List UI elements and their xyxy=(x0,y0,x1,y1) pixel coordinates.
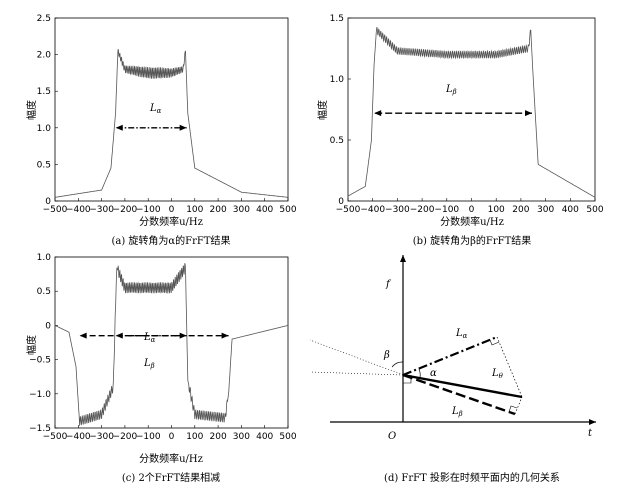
x-tick-label: 500 xyxy=(586,205,603,215)
y-ticks: −1.5 −1.0 −0.5 0 0.5 1.0 xyxy=(29,253,58,434)
annotation-l-alpha: Lα xyxy=(143,332,156,344)
x-ticks: −500−400−300−200−100 0 100 200 300 400 500 xyxy=(336,198,604,215)
x-tick-label: −500 xyxy=(43,432,68,442)
x-tick-label: −400 xyxy=(66,205,91,215)
y-ticks: 0 0.5 1.0 1.5 xyxy=(330,14,351,207)
panel-b: −500 −400 −300 −200 −100 0 100 200 300 400 500 0 0.… xyxy=(316,14,604,247)
x-tick-label: 200 xyxy=(210,432,227,442)
x-tick-label: 0 xyxy=(169,205,175,215)
x-tick-label: 500 xyxy=(279,432,296,442)
panel-a: −500−400−300−200−100 0 100 200 300 400 500 0 0.… xyxy=(25,14,297,247)
origin-label: O xyxy=(388,431,396,442)
panel-caption: (a) 旋转角为α的FrFT结果 xyxy=(111,234,230,247)
line-l-beta xyxy=(402,373,516,416)
x-tick-label: −100 xyxy=(434,205,459,215)
plot-frame xyxy=(54,17,289,202)
panel-d: f t O β α Lα Lθ Lβ (d) FrFT 投影在时频平面内的几何关… xyxy=(309,255,596,484)
x-tick-label: −100 xyxy=(136,432,161,442)
y-axis-label: 幅度 xyxy=(316,100,329,120)
series-line xyxy=(55,48,288,198)
x-tick-label: 400 xyxy=(562,205,579,215)
x-axis-label: 分数频率u/Hz xyxy=(139,452,203,465)
f-axis-label: f xyxy=(385,279,392,290)
x-tick-label: −300 xyxy=(385,205,410,215)
x-tick-label: 0 xyxy=(469,205,475,215)
y-tick-label: 0.5 xyxy=(37,160,51,170)
right-angle-mark xyxy=(489,339,500,346)
panel-caption: (c) 2个FrFT结果相减 xyxy=(122,471,220,484)
x-tick-label: 300 xyxy=(537,205,554,215)
y-axis-label: 幅度 xyxy=(25,335,38,355)
annotation-l-beta: Lβ xyxy=(445,84,457,96)
x-tick-label: 200 xyxy=(512,205,529,215)
x-tick-label: −500 xyxy=(336,205,361,215)
x-tick-label: −200 xyxy=(113,432,138,442)
x-tick-label: 300 xyxy=(233,205,250,215)
y-tick-label: −1.5 xyxy=(29,424,51,434)
x-tick-label: 100 xyxy=(186,205,203,215)
x-tick-label: 100 xyxy=(488,205,505,215)
x-tick-label: −100 xyxy=(136,205,161,215)
y-tick-label: 1.5 xyxy=(330,14,344,24)
panel-c: −500−400−300−200−100 0 100 200 300 400 500 −1.… xyxy=(25,253,297,484)
series-line xyxy=(54,263,289,426)
y-tick-label: 0.5 xyxy=(37,287,51,297)
y-tick-label: 0 xyxy=(338,197,344,207)
y-tick-label: 1.0 xyxy=(330,75,345,85)
y-axis-label: 幅度 xyxy=(25,100,38,120)
y-tick-label: 1.0 xyxy=(37,253,52,263)
x-tick-label: 200 xyxy=(210,205,227,215)
t-axis-label: t xyxy=(588,428,593,439)
dotted-extension-lower xyxy=(309,371,404,376)
angle-alpha-label: α xyxy=(430,368,437,379)
perp-beta xyxy=(514,396,523,415)
panel-caption: (d) FrFT 投影在时频平面内的几何关系 xyxy=(384,471,560,484)
x-tick-label: 0 xyxy=(169,432,175,442)
y-tick-label: 1.0 xyxy=(37,124,52,134)
annotation-l-alpha: Lα xyxy=(149,103,162,115)
line-l-alpha xyxy=(402,335,498,377)
x-tick-label: −200 xyxy=(410,205,435,215)
x-tick-label: −200 xyxy=(113,205,138,215)
panel-caption: (b) 旋转角为β的FrFT结果 xyxy=(413,234,532,247)
x-tick-label: −300 xyxy=(89,205,114,215)
x-tick-label: −300 xyxy=(89,432,114,442)
right-angle-mark xyxy=(403,375,412,384)
x-tick-label: 500 xyxy=(279,205,296,215)
y-tick-label: 0.5 xyxy=(330,136,344,146)
angle-beta-label: β xyxy=(383,350,390,361)
plot-frame xyxy=(347,17,596,202)
y-tick-label: 2.5 xyxy=(37,14,51,24)
y-tick-label: 2.0 xyxy=(37,51,52,61)
x-tick-label: 400 xyxy=(256,205,273,215)
y-tick-label: 0 xyxy=(45,321,51,331)
angle-arc-alpha xyxy=(418,368,421,379)
x-axis-label: 分数频率u/Hz xyxy=(440,215,504,228)
x-tick-label: −400 xyxy=(66,432,91,442)
line-l-theta xyxy=(402,373,523,399)
label-l-alpha: Lα xyxy=(455,328,468,340)
label-l-theta: Lθ xyxy=(491,368,504,380)
y-tick-label: −1.0 xyxy=(29,390,51,400)
x-axis-label: 分数频率u/Hz xyxy=(139,215,203,228)
x-tick-label: −400 xyxy=(360,205,385,215)
x-tick-label: 300 xyxy=(233,432,250,442)
x-tick-label: 100 xyxy=(186,432,203,442)
x-tick-label: −500 xyxy=(43,205,68,215)
x-ticks: −500−400−300−200−100 0 100 200 300 400 500 xyxy=(43,198,297,215)
y-ticks: 0 0.5 1.0 1.5 2.0 2.5 xyxy=(37,14,58,207)
y-tick-label: 1.5 xyxy=(37,87,51,97)
perp-alpha xyxy=(496,336,523,398)
y-tick-label: −0.5 xyxy=(29,356,51,366)
x-ticks: −500−400−300−200−100 0 100 200 300 400 500 xyxy=(43,425,297,442)
angle-arc-beta xyxy=(391,361,404,368)
label-l-beta: Lβ xyxy=(451,406,463,418)
x-tick-label: 400 xyxy=(256,432,273,442)
series-line xyxy=(347,27,596,198)
annotation-l-beta: Lβ xyxy=(143,358,155,370)
y-tick-label: 0 xyxy=(45,197,51,207)
right-angle-mark xyxy=(508,405,518,413)
